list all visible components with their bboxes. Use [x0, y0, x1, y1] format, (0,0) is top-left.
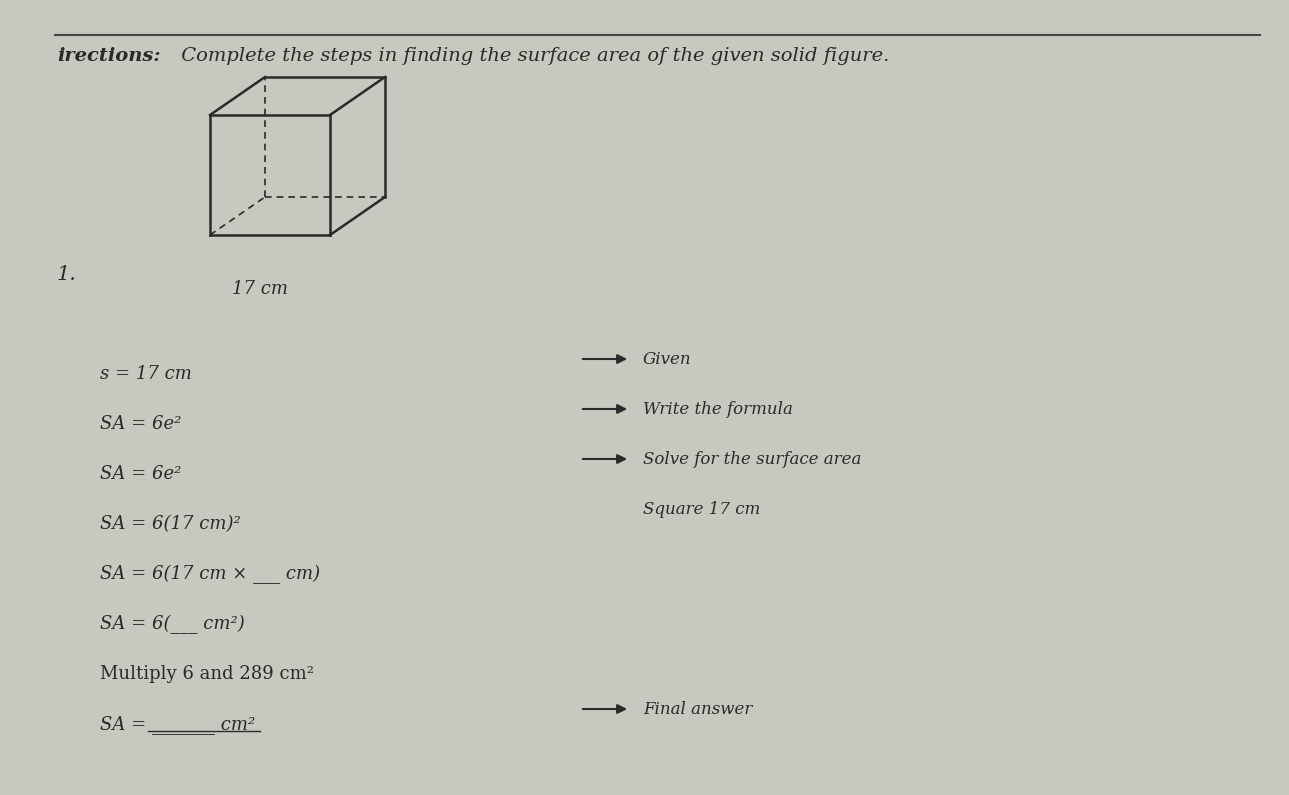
Text: Write the formula: Write the formula [643, 401, 793, 417]
Text: s = 17 cm: s = 17 cm [101, 365, 192, 383]
Text: Given: Given [643, 351, 692, 367]
Text: Solve for the surface area: Solve for the surface area [643, 451, 861, 467]
Text: SA = 6(17 cm)²: SA = 6(17 cm)² [101, 515, 241, 533]
Text: Complete the steps in finding the surface area of the given solid figure.: Complete the steps in finding the surfac… [175, 47, 889, 65]
Text: Multiply 6 and 289 cm²: Multiply 6 and 289 cm² [101, 665, 315, 683]
Text: SA = 6(17 cm × ___ cm): SA = 6(17 cm × ___ cm) [101, 565, 320, 584]
Text: irections:: irections: [57, 47, 161, 65]
Text: SA = 6(___ cm²): SA = 6(___ cm²) [101, 615, 245, 634]
Text: SA = 6e²: SA = 6e² [101, 415, 182, 433]
Text: SA = _______ cm²: SA = _______ cm² [101, 715, 255, 734]
Text: SA = 6e²: SA = 6e² [101, 465, 182, 483]
Text: 17 cm: 17 cm [232, 280, 287, 298]
Text: 1.: 1. [57, 265, 77, 284]
Text: Square 17 cm: Square 17 cm [643, 501, 761, 518]
Text: Final answer: Final answer [643, 700, 753, 718]
